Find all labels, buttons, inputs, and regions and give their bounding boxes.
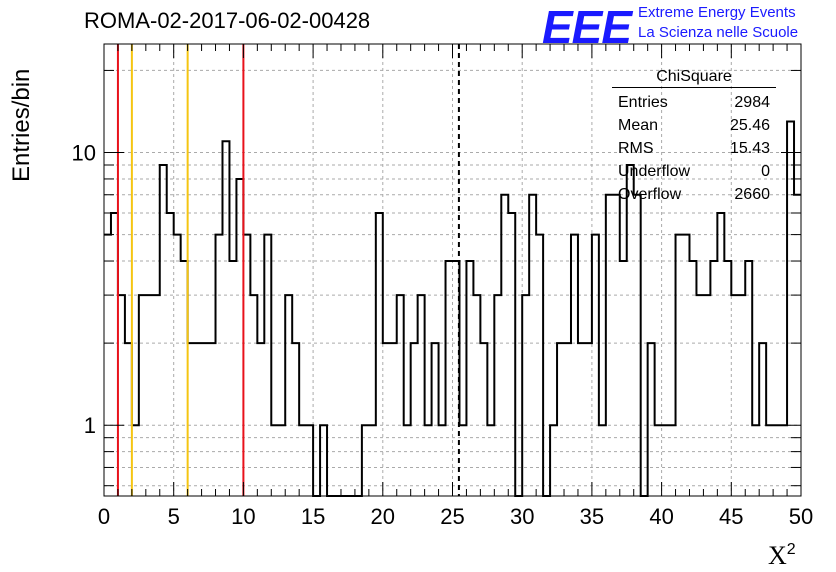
x-tick-label: 20 [371,504,395,529]
chart-title: ROMA-02-2017-06-02-00428 [84,8,371,33]
stats-value: 0 [761,163,770,180]
stats-row: Underflow 0 [612,160,776,183]
x-tick-label: 35 [580,504,604,529]
logo-line-2: La Scienza nelle Scuole [638,24,799,41]
stats-row: Entries 2984 [612,91,776,114]
stats-value: 2984 [734,94,770,111]
y-axis-label: Entries/bin [8,68,35,182]
stats-label: Entries [618,94,668,111]
x-tick-label: 0 [98,504,110,529]
stats-label: RMS [618,140,654,157]
stats-title: ChiSquare [612,68,776,88]
stats-row: RMS 15.43 [612,137,776,160]
x-tick-label: 10 [231,504,255,529]
x-tick-label: 5 [168,504,180,529]
x-tick-label: 50 [789,504,813,529]
x-tick-label: 45 [719,504,743,529]
stats-value: 15.43 [729,140,770,157]
stats-value: 25.46 [729,117,770,134]
stats-value: 2660 [734,186,770,203]
x-axis-label: X2 [768,541,796,570]
x-tick-label: 40 [649,504,673,529]
stats-label: Mean [618,117,659,134]
stats-label: Underflow [618,163,691,180]
x-tick-label: 15 [301,504,325,529]
logo-line-1: Extreme Energy Events [638,4,796,21]
stats-row: Overflow 2660 [612,183,776,206]
stats-row: Mean 25.46 [612,114,776,137]
y-tick-label: 1 [84,413,96,438]
eee-logo: EEE [542,1,632,53]
y-tick-label: 10 [72,141,96,166]
stats-label: Overflow [618,186,682,203]
stats-box: ChiSquare Entries 2984 Mean 25.46 RMS 15.43… [612,68,776,206]
x-tick-label: 25 [440,504,464,529]
x-tick-label: 30 [510,504,534,529]
